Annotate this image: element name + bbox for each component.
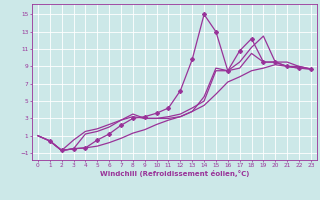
X-axis label: Windchill (Refroidissement éolien,°C): Windchill (Refroidissement éolien,°C) — [100, 170, 249, 177]
